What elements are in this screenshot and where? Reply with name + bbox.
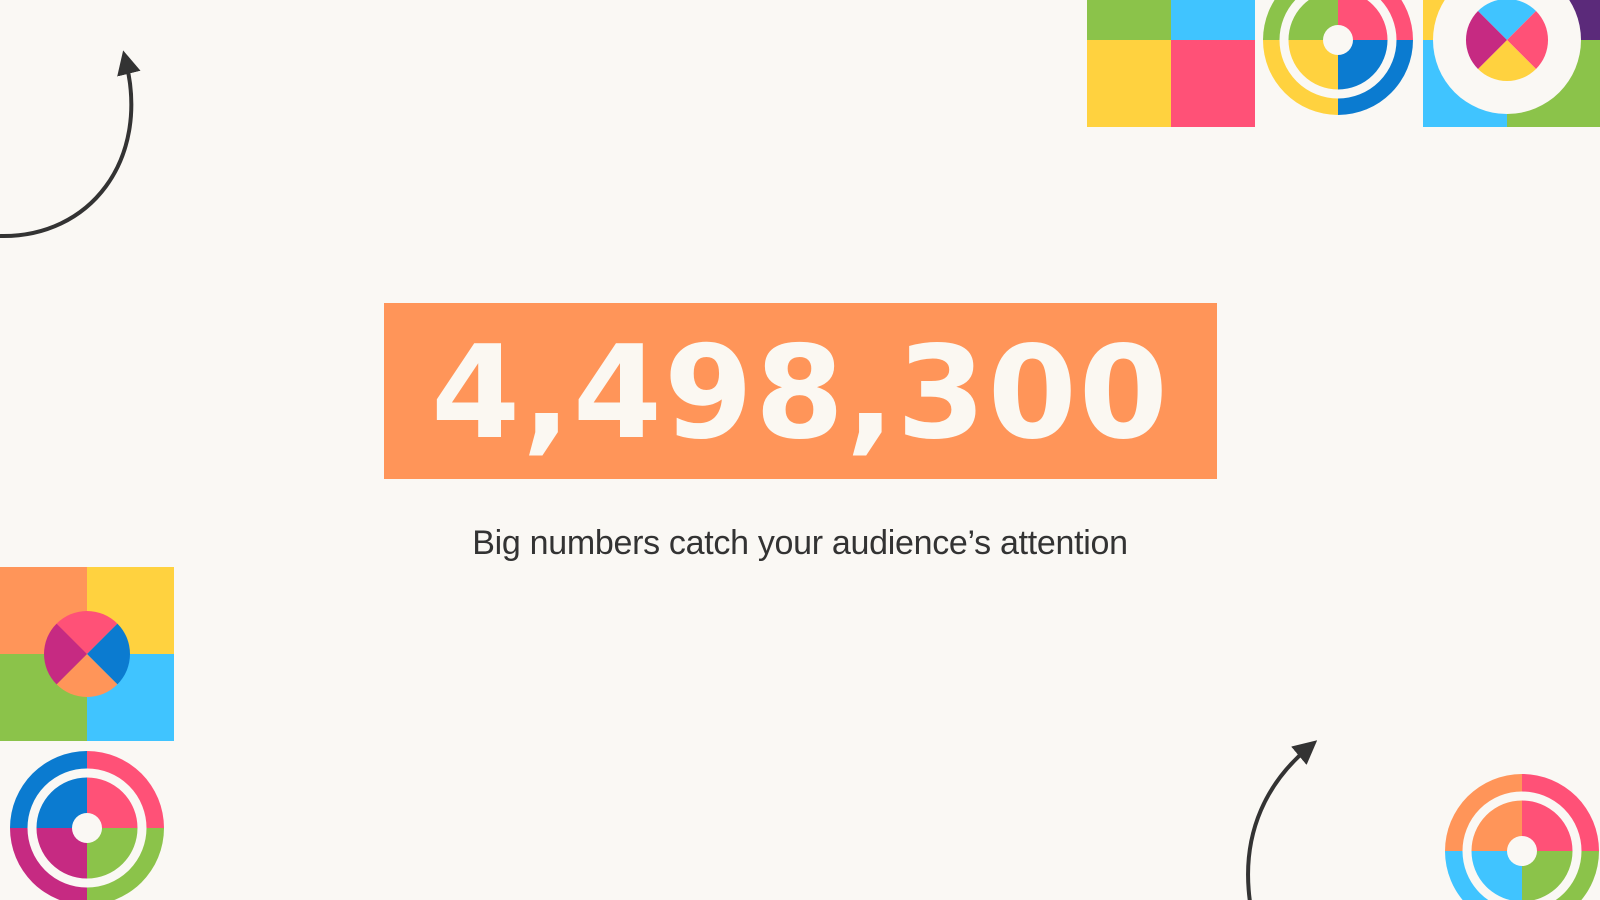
x-circle-icon xyxy=(1465,0,1549,82)
subtitle: Big numbers catch your audience’s attent… xyxy=(472,524,1128,562)
target-circle-icon xyxy=(1263,0,1413,115)
quadrant-square-icon xyxy=(0,567,174,741)
x-circle-icon xyxy=(44,611,130,697)
quadrant-square-icon xyxy=(1087,0,1255,127)
curved-arrow-icon xyxy=(1246,740,1318,900)
target-circle-icon xyxy=(10,751,164,900)
big-number-banner: 4,498,300 xyxy=(384,303,1217,479)
curved-arrow-icon xyxy=(0,50,141,239)
big-number: 4,498,300 xyxy=(431,319,1170,468)
x-circle-block xyxy=(1423,0,1600,127)
target-circle-icon xyxy=(1445,774,1599,900)
